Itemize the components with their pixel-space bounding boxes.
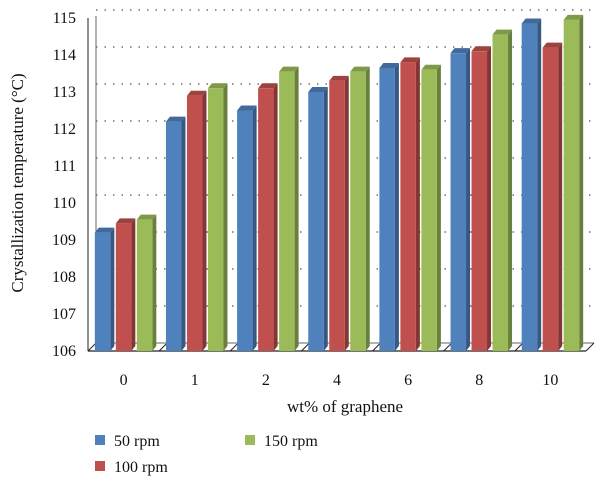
x-tick — [158, 342, 168, 352]
legend-label: 100 rpm — [114, 459, 168, 476]
legend-item-100-rpm: 100 rpm — [95, 459, 168, 476]
legend: 50 rpm 100 rpm 150 rpm — [95, 433, 318, 476]
bar-150-rpm-2 — [279, 66, 299, 352]
bar-100-rpm-0 — [115, 218, 136, 351]
x-tick — [301, 342, 310, 352]
legend-item-50-rpm: 50 rpm — [95, 433, 160, 450]
x-tick — [585, 342, 595, 352]
bar-150-rpm-10 — [563, 14, 584, 351]
y-tick-label: 106 — [52, 343, 76, 360]
bar-150-rpm-0 — [136, 214, 157, 351]
y-tick-label: 108 — [52, 269, 76, 286]
bar-100-rpm-8 — [471, 46, 492, 352]
bar-150-rpm-8 — [492, 29, 513, 352]
bar-100-rpm-4 — [329, 75, 349, 352]
x-tick-label: 10 — [542, 372, 558, 389]
bar-150-rpm-1 — [207, 83, 228, 352]
bar-100-rpm-6 — [400, 57, 420, 352]
x-axis-title: wt% of graphene — [287, 397, 403, 416]
floor-edge — [87, 342, 97, 352]
x-tick-label: 6 — [404, 372, 412, 389]
bar-100-rpm-1 — [186, 90, 207, 351]
bar-50-rpm-6 — [379, 62, 399, 351]
bar-50-rpm-4 — [308, 87, 328, 351]
bar-100-rpm-2 — [258, 83, 278, 352]
x-tick — [514, 342, 524, 352]
x-tick — [443, 342, 453, 352]
x-tick-label: 2 — [262, 372, 270, 389]
y-tick-label: 109 — [52, 232, 76, 249]
bar-150-rpm-6 — [421, 64, 441, 352]
bar-50-rpm-10 — [521, 18, 542, 352]
legend-swatch — [245, 435, 255, 445]
y-tick-label: 107 — [52, 306, 76, 323]
tick-labels: 106 107 108 109 110 111 112 113 114 115 0 1 2 4 6 8 10 — [52, 10, 558, 389]
legend-label: 150 rpm — [264, 433, 318, 450]
y-tick-label: 113 — [53, 84, 76, 101]
legend-swatch — [95, 461, 105, 471]
legend-swatch — [95, 435, 105, 445]
x-tick-label: 8 — [475, 372, 483, 389]
y-tick-label: 115 — [53, 10, 76, 27]
y-axis-title: Crystallization temperature (°C) — [8, 73, 27, 292]
bar-150-rpm-4 — [350, 66, 370, 352]
y-tick-label: 111 — [53, 158, 76, 175]
bar-100-rpm-10 — [542, 42, 563, 351]
bar-50-rpm-0 — [94, 227, 115, 351]
bars — [94, 14, 584, 352]
x-tick — [372, 342, 381, 352]
bar-50-rpm-8 — [450, 48, 471, 352]
y-tick-label: 110 — [53, 195, 76, 212]
legend-label: 50 rpm — [114, 433, 160, 450]
y-tick-label: 114 — [53, 47, 76, 64]
bar-50-rpm-2 — [237, 105, 257, 351]
x-tick-label: 4 — [333, 372, 341, 389]
x-tick-label: 1 — [191, 372, 199, 389]
legend-item-150-rpm: 150 rpm — [245, 433, 318, 450]
x-tick-label: 0 — [120, 372, 128, 389]
y-tick-label: 112 — [53, 121, 76, 138]
x-tick — [229, 342, 239, 352]
bar-50-rpm-1 — [165, 116, 186, 351]
